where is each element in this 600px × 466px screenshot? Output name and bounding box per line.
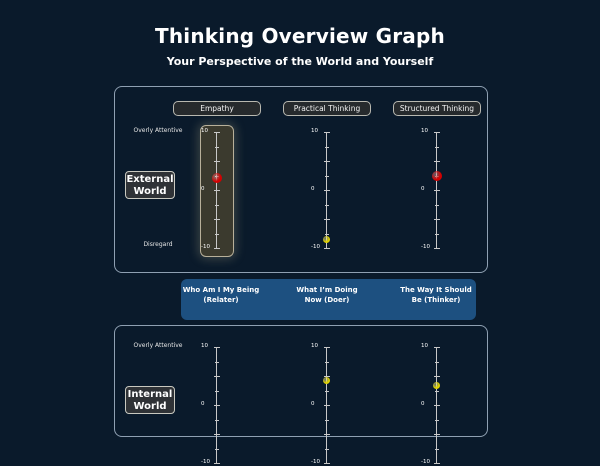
column-header-empathy: Empathy xyxy=(173,101,261,116)
scale-tick xyxy=(323,376,330,377)
scale-tick xyxy=(324,448,329,450)
scale-tick-label: 0 xyxy=(201,401,205,407)
scale-tick xyxy=(323,190,330,191)
scale-tick xyxy=(213,132,220,133)
scale-tick-label: 0 xyxy=(311,186,315,192)
banner-doer: What I’m Doing Now (Doer) xyxy=(296,286,358,304)
external-scale-empathy: 10 0 -10 xyxy=(201,128,231,251)
scale-tick xyxy=(433,405,440,406)
scale-tick xyxy=(434,390,439,392)
scale-tick xyxy=(324,419,329,421)
scale-tick-label: 10 xyxy=(311,128,318,134)
scale-tick xyxy=(433,463,440,464)
scale-tick xyxy=(434,146,439,148)
scale-tick xyxy=(433,132,440,133)
scale-tick-label: -10 xyxy=(311,459,320,465)
scale-tick-label: -10 xyxy=(311,244,320,250)
scale-tick xyxy=(323,219,330,220)
column-header-structured-thinking: Structured Thinking xyxy=(393,101,481,116)
scale-tick xyxy=(323,463,330,464)
scale-tick-label: 10 xyxy=(421,128,428,134)
scale-tick xyxy=(324,390,329,392)
scale-tick xyxy=(323,248,330,249)
internal-scale-structured: 10 0 -10 xyxy=(421,343,451,466)
external-scale-practical: 10 0 -10 xyxy=(311,128,341,251)
scale-tick xyxy=(213,347,220,348)
value-marker xyxy=(323,376,330,384)
banner-relater: Who Am I My Being (Relater) xyxy=(182,286,260,304)
scale-tick-label: 0 xyxy=(421,186,425,192)
internal-axis-top-label: Overly Attentive xyxy=(133,342,183,349)
page-subtitle: Your Perspective of the World and Yourse… xyxy=(166,55,434,68)
scale-tick xyxy=(213,463,220,464)
scale-tick-label: -10 xyxy=(421,244,430,250)
axis-top-label: Overly Attentive xyxy=(133,127,183,134)
scale-tick xyxy=(214,233,219,235)
external-world-label: External World xyxy=(125,171,175,199)
scale-tick-label: -10 xyxy=(201,459,210,465)
column-header-practical-thinking: Practical Thinking xyxy=(283,101,371,116)
scale-tick xyxy=(434,361,439,363)
internal-scale-practical: 10 0 -10 xyxy=(311,343,341,466)
value-marker xyxy=(211,173,222,184)
scale-tick xyxy=(214,204,219,206)
scale-tick xyxy=(213,161,220,162)
scale-tick-label: 10 xyxy=(201,128,208,134)
thinking-modes-banner: Who Am I My Being (Relater) What I’m Doi… xyxy=(181,279,476,320)
scale-tick xyxy=(323,405,330,406)
scale-tick xyxy=(433,190,440,191)
scale-tick xyxy=(324,233,329,235)
external-world-panel: Empathy Practical Thinking Structured Th… xyxy=(114,86,488,273)
scale-tick xyxy=(214,146,219,148)
page-title: Thinking Overview Graph xyxy=(155,24,445,48)
scale-tick xyxy=(213,248,220,249)
scale-tick xyxy=(214,419,219,421)
scale-tick-label: 10 xyxy=(311,343,318,349)
scale-tick xyxy=(323,434,330,435)
scale-tick-label: -10 xyxy=(421,459,430,465)
scale-tick xyxy=(434,448,439,450)
scale-tick xyxy=(324,146,329,148)
scale-tick xyxy=(214,448,219,450)
scale-tick xyxy=(433,376,440,377)
scale-tick-label: 0 xyxy=(311,401,315,407)
scale-tick xyxy=(324,175,329,177)
value-marker xyxy=(431,171,442,182)
internal-world-label: Internal World xyxy=(125,386,175,414)
scale-tick xyxy=(324,361,329,363)
external-scale-structured: 10 0 -10 xyxy=(421,128,451,251)
banner-thinker: The Way It Should Be (Thinker) xyxy=(400,286,472,304)
scale-tick xyxy=(213,405,220,406)
axis-bottom-label: Disregard xyxy=(143,241,173,248)
scale-tick xyxy=(323,161,330,162)
scale-tick-label: 0 xyxy=(201,186,205,192)
scale-tick xyxy=(323,347,330,348)
scale-tick-label: 10 xyxy=(201,343,208,349)
scale-tick xyxy=(434,233,439,235)
scale-tick xyxy=(213,219,220,220)
scale-tick xyxy=(323,132,330,133)
scale-tick xyxy=(433,248,440,249)
scale-tick xyxy=(433,219,440,220)
scale-tick xyxy=(213,190,220,191)
scale-tick xyxy=(433,161,440,162)
scale-tick xyxy=(214,390,219,392)
scale-tick xyxy=(324,204,329,206)
scale-tick xyxy=(213,376,220,377)
scale-tick-label: 0 xyxy=(421,401,425,407)
scale-tick xyxy=(214,361,219,363)
scale-tick xyxy=(433,434,440,435)
internal-world-panel: Overly Attentive Internal World 10 0 -10 1… xyxy=(114,325,488,465)
scale-tick-label: 10 xyxy=(421,343,428,349)
value-marker xyxy=(323,235,330,243)
scale-tick-label: -10 xyxy=(201,244,210,250)
internal-scale-empathy: 10 0 -10 xyxy=(201,343,231,466)
value-marker xyxy=(433,381,440,389)
scale-tick xyxy=(434,419,439,421)
scale-tick xyxy=(434,204,439,206)
scale-tick xyxy=(433,347,440,348)
scale-tick xyxy=(213,434,220,435)
